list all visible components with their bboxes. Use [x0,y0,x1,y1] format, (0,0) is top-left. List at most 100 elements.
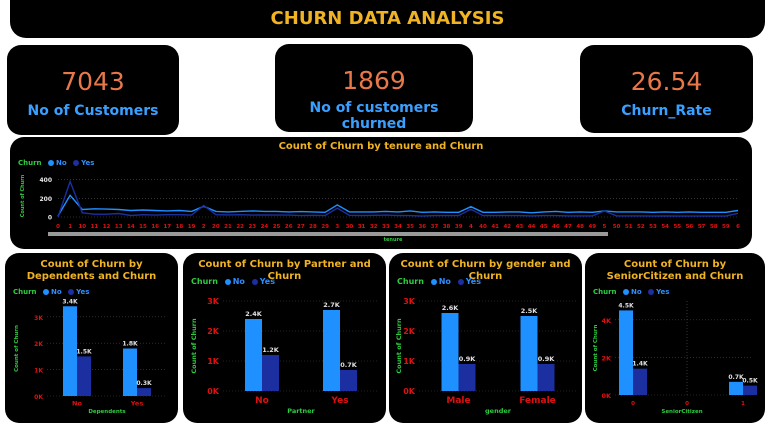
x-tick-label: 31 [358,224,366,230]
dependents-chart-panel[interactable]: Count of Churn by Dependents and Churn C… [5,253,178,423]
y-tick-label: 2K [34,341,43,348]
data-label: 2.4K [245,310,263,318]
x-tick-label: 41 [491,224,499,230]
legend-title: Churn [18,159,42,167]
bar-yes [537,364,555,391]
data-label: 3.4K [62,298,78,305]
y-tick-label: 4K [601,317,612,325]
x-tick-label: 15 [139,224,147,230]
bar-yes [137,388,151,396]
kpi-value: 26.54 [630,67,703,96]
x-tick-label: 46 [552,224,560,230]
x-tick-label: 56 [686,224,694,230]
y-tick-label: 400 [39,177,52,184]
x-tick-label: 44 [528,224,536,230]
x-tick-label: 48 [576,224,584,230]
y-tick-label: 0K [601,392,612,400]
x-tick-label: 51 [625,224,633,230]
y-axis-title: Count of Churn [395,318,403,374]
data-label: 0.9K [538,355,556,363]
kpi-card-churned[interactable]: 1869 No of customers churned [275,44,473,132]
x-tick-label: 37 [431,224,439,230]
bar-yes [262,355,279,391]
x-tick-label: 36 [418,224,426,230]
legend-yes-swatch [457,278,464,285]
data-label: 2.7K [323,301,341,309]
x-tick-label: 11 [91,224,99,230]
data-label: 4.5K [618,302,634,309]
x-tick-label: 43 [516,224,524,230]
horizontal-scrollbar [48,232,608,236]
x-tick-label: 59 [722,224,730,230]
data-label: 1.5K [76,348,92,355]
x-tick-label: 55 [673,224,681,230]
x-tick-label: 17 [163,224,171,230]
legend-no-label: No [55,159,67,167]
chart-legend: Churn No Yes [191,277,275,286]
legend-no-swatch [430,278,437,285]
kpi-label: Churn_Rate [621,103,712,119]
x-tick-label: 32 [370,224,378,230]
series-line-yes [57,179,739,218]
legend-title: Churn [397,277,424,286]
x-tick-label: 27 [297,224,305,230]
x-tick-label: 22 [236,224,244,230]
x-tick-label: 10 [78,224,86,230]
legend-yes-swatch [648,289,655,295]
x-tick-label: Female [519,396,556,406]
x-tick-label: Male [446,396,470,406]
x-tick-label: No [255,396,269,406]
y-tick-label: 3K [34,315,43,322]
data-label: 2.6K [442,304,460,312]
legend-title: Churn [593,288,617,296]
bar-no [123,348,137,396]
gender-bar-chart: 0K 1K 2K 3K Count of Churn 2.6K 0.9K Male 2.5K 0.… [395,297,577,415]
y-tick-label: 0 [48,215,52,222]
data-label: 2.5K [521,307,539,315]
x-tick-label: 28 [309,224,317,230]
x-tick-label: 1 [68,224,72,230]
y-tick-label: 2K [601,354,612,362]
chart-title: Count of Churn by tenure and Churn [278,141,484,152]
kpi-card-customers[interactable]: 7043 No of Customers [7,45,179,135]
series-line-no [57,194,739,217]
bar-yes [340,370,357,391]
x-tick-label: 54 [661,224,669,230]
legend-no-swatch [622,289,629,295]
x-tick-label: 29 [321,224,329,230]
dashboard-title: CHURN DATA ANALYSIS [270,8,505,29]
x-tick-label: 57 [698,224,706,230]
kpi-label: No of Customers [27,103,159,119]
data-label: 0.9K [459,355,477,363]
legend-yes-swatch [73,160,80,166]
y-tick-label: 0K [403,387,416,396]
data-label: 0.5K [742,378,758,385]
data-label: 0.7K [728,374,744,381]
x-tick-label: 42 [503,224,511,230]
x-tick-label: 20 [212,224,220,230]
legend-no-label: No [438,277,451,286]
bar-no [619,310,633,395]
data-label: 0.7K [340,361,358,369]
x-tick-label: 26 [285,224,293,230]
x-tick-label: 2 [202,224,206,230]
data-label: 0.3K [136,380,152,387]
partner-chart-panel[interactable]: Count of Churn by Partner and Churn Chur… [183,253,386,423]
senior-chart-panel[interactable]: Count of Churn by SeniorCitizen and Chur… [585,253,765,423]
tenure-chart-panel[interactable]: Count of Churn by tenure and Churn Churn… [10,137,752,249]
x-tick-label: 18 [176,224,184,230]
legend-no-label: No [232,277,245,286]
bar-yes [77,356,91,396]
x-tick-label: 35 [406,224,414,230]
x-tick-label: 49 [588,224,596,230]
x-tick-label: 23 [248,224,256,230]
kpi-card-churn-rate[interactable]: 26.54 Churn_Rate [580,45,753,133]
legend-yes-label: Yes [81,159,95,167]
y-axis-title: Count of Churn [14,325,20,372]
gender-chart-panel[interactable]: Count of Churn by gender and Churn Churn… [389,253,582,423]
x-tick-label: Yes [330,396,348,406]
chart-title: Count of Churn by SeniorCitizen and Chur… [606,259,744,282]
legend-no-swatch [47,160,54,166]
chart-title: Count of Churn by Partner and Churn [198,259,371,282]
x-axis-title: gender [485,407,512,415]
